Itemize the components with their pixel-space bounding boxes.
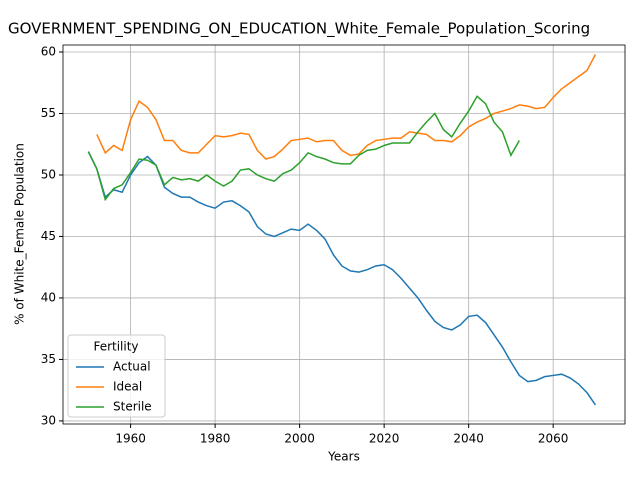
x-tick-label: 2020	[369, 432, 400, 446]
legend-title: Fertility	[93, 340, 138, 354]
y-tick-label: 40	[41, 290, 56, 304]
x-tick-label: 2060	[538, 432, 569, 446]
x-axis-label: Years	[327, 450, 360, 464]
x-tick-label: 2000	[284, 432, 315, 446]
data-line	[87, 95, 521, 202]
x-tick-label: 1960	[115, 432, 146, 446]
legend-label: Sterile	[113, 400, 152, 414]
y-tick-label: 45	[41, 229, 56, 243]
y-tick-label: 30	[41, 413, 56, 427]
x-tick-label: 1980	[200, 432, 231, 446]
y-tick-label: 35	[41, 352, 56, 366]
chart-title: GOVERNMENT_SPENDING_ON_EDUCATION_White_F…	[8, 20, 590, 39]
data-line	[96, 54, 597, 160]
legend-label: Ideal	[113, 380, 142, 394]
y-tick-label: 50	[41, 167, 56, 181]
y-tick-label: 60	[41, 45, 56, 59]
y-tick-label: 55	[41, 106, 56, 120]
y-axis-label: % of White_Female Population	[13, 143, 27, 325]
data-line	[87, 151, 597, 406]
legend-box	[67, 334, 166, 418]
x-tick-label: 2040	[453, 432, 484, 446]
plot-frame	[62, 44, 626, 425]
legend-label: Actual	[113, 360, 151, 374]
